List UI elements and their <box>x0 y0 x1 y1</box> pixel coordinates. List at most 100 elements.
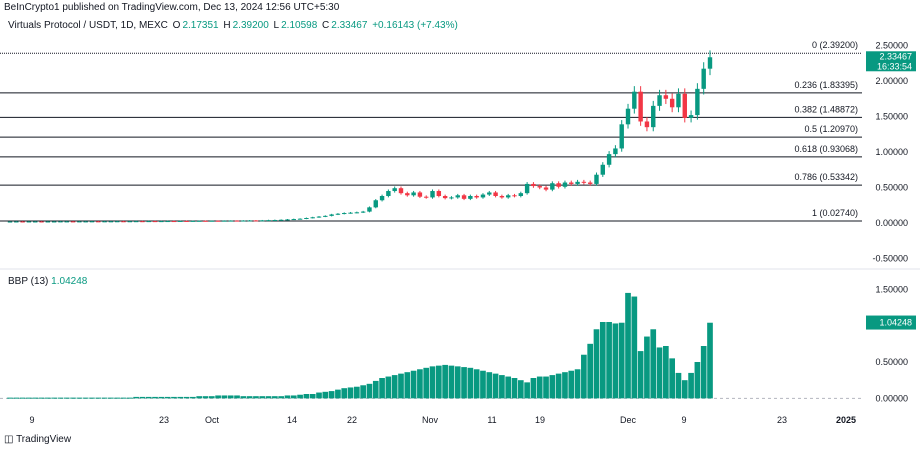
change-value: +0.16143 (+7.43%) <box>372 20 458 31</box>
bbp-bar <box>108 397 114 399</box>
time-tick: 11 <box>487 415 496 425</box>
candle-body <box>625 108 631 125</box>
candle-body <box>247 220 252 222</box>
price-chart[interactable]: 0 (2.39200) 0.236 (1.83395) 0.382 (1.48872… <box>0 0 920 430</box>
bbp-bar <box>183 396 190 399</box>
bbp-bar <box>473 369 480 399</box>
candle-body <box>556 183 561 187</box>
bbp-bar <box>51 397 57 399</box>
bbp-bar <box>303 394 310 399</box>
candle-body <box>316 216 322 218</box>
candle-body <box>682 93 687 118</box>
bbp-bar <box>190 396 196 399</box>
fib-label: 0.618 (0.93068) <box>794 144 858 154</box>
bbp-bar <box>215 395 221 399</box>
candle-body <box>543 187 549 190</box>
candle-body <box>379 196 385 201</box>
candle-body <box>669 98 675 108</box>
bbp-label: BBP (13) <box>8 276 49 287</box>
bbp-bar <box>429 366 436 399</box>
bbp-tag-value: 1.04248 <box>879 318 912 328</box>
candle-body <box>152 221 158 223</box>
bbp-bar <box>385 376 392 399</box>
bbp-bar <box>606 322 612 399</box>
low-label: L <box>273 20 280 31</box>
bbp-bar <box>536 376 543 399</box>
bbp-bar <box>391 375 398 399</box>
bbp-bar <box>404 372 411 399</box>
bbp-bar <box>7 397 13 399</box>
candle-body <box>278 219 284 221</box>
candle-body <box>442 196 448 199</box>
fib-label: 0.382 (1.48872) <box>794 104 858 114</box>
bbp-bar <box>63 397 70 399</box>
bbp-bar <box>398 373 404 399</box>
candle-body <box>436 191 442 196</box>
fib-levels: 0 (2.39200) 0.236 (1.83395) 0.382 (1.48872… <box>0 40 862 222</box>
bbp-bar <box>32 397 39 399</box>
bbp-value-tag <box>866 315 916 330</box>
bbp-bar <box>568 370 575 399</box>
candle-body <box>266 220 271 222</box>
candle-body <box>524 183 530 194</box>
bbp-bar <box>650 329 657 399</box>
bbp-bar <box>549 375 556 399</box>
bbp-bar <box>26 397 32 399</box>
bbp-bar <box>341 388 348 399</box>
publisher-text: BeInCrypto1 published on TradingView.com… <box>4 2 340 13</box>
bbp-bar <box>435 365 442 399</box>
candle-body <box>64 221 69 223</box>
high-label: H <box>223 20 231 31</box>
time-tick: 23 <box>159 415 169 425</box>
bbp-bar <box>688 372 694 399</box>
candle-body <box>468 196 473 199</box>
candles <box>7 50 713 223</box>
candle-body <box>133 221 139 223</box>
bbp-bar <box>221 395 228 399</box>
candle-body <box>386 191 391 196</box>
bbp-bar <box>265 396 272 399</box>
candle-body <box>505 195 511 198</box>
bbp-bar <box>707 322 713 399</box>
candle-body <box>108 221 114 223</box>
candle-body <box>619 124 624 149</box>
candle-body <box>487 192 492 195</box>
bbp-bar <box>530 378 537 399</box>
candle-body <box>102 221 107 223</box>
candle-body <box>613 148 618 155</box>
candle-body <box>203 220 208 222</box>
time-tick: 14 <box>287 415 297 425</box>
bbp-bar <box>599 322 606 399</box>
candle-body <box>405 193 410 196</box>
candle-body <box>569 182 574 184</box>
bbp-bar <box>517 380 524 399</box>
bbp-axis: 1.50000 0.50000 0.00000 <box>875 284 908 403</box>
candle-body <box>537 186 542 188</box>
bbp-bar <box>454 366 461 399</box>
symbol-legend: Virtuals Protocol / USDT, 1D, MEXC O 2.17… <box>8 20 460 31</box>
candle-body <box>178 220 183 222</box>
bbp-bar <box>171 396 177 399</box>
bbp-bar <box>442 364 448 399</box>
bbp-bar <box>70 397 76 399</box>
candle-body <box>58 221 63 223</box>
candle-body <box>651 105 656 128</box>
open-label: O <box>172 20 181 31</box>
bbp-bar <box>240 396 247 399</box>
bbp-bar <box>335 389 341 399</box>
bbp-bar <box>593 329 600 399</box>
fib-label: 1 (0.02740) <box>812 208 858 218</box>
candle-body <box>272 219 278 221</box>
fib-label: 0 (2.39200) <box>812 40 858 50</box>
candle-body <box>663 95 669 99</box>
bbp-bar <box>587 343 594 399</box>
bbp-bar <box>309 394 316 399</box>
fib-label: 0.5 (1.20970) <box>804 124 858 134</box>
price-tick: 1.50000 <box>875 112 908 122</box>
time-tick: 9 <box>29 415 34 425</box>
candle-body <box>606 154 612 165</box>
candle-body <box>392 188 397 192</box>
bbp-bar <box>89 397 95 399</box>
candle-body <box>260 220 265 222</box>
